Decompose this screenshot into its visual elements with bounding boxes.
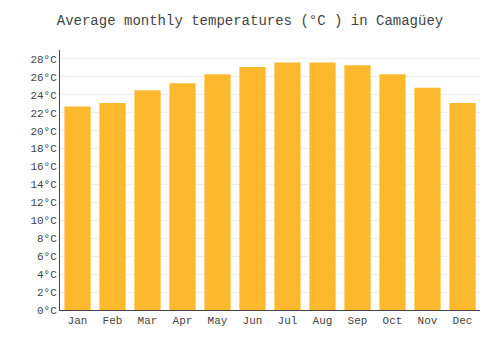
svg-text:18°C: 18°C: [30, 143, 57, 155]
svg-text:10°C: 10°C: [30, 215, 57, 227]
svg-text:6°C: 6°C: [37, 251, 57, 263]
svg-text:14°C: 14°C: [30, 179, 57, 191]
svg-text:24°C: 24°C: [30, 90, 57, 102]
svg-text:Jun: Jun: [243, 315, 263, 327]
svg-text:Jul: Jul: [278, 315, 298, 327]
svg-text:Dec: Dec: [453, 315, 473, 327]
svg-text:Sep: Sep: [348, 315, 368, 327]
svg-text:26°C: 26°C: [30, 72, 57, 84]
svg-text:4°C: 4°C: [37, 269, 57, 281]
svg-text:0°C: 0°C: [37, 305, 57, 317]
svg-text:Oct: Oct: [383, 315, 403, 327]
svg-text:Apr: Apr: [173, 315, 193, 327]
svg-text:Mar: Mar: [138, 315, 158, 327]
svg-text:Average monthly temperatures (: Average monthly temperatures (°C ) in Ca…: [57, 13, 443, 29]
svg-text:Nov: Nov: [418, 315, 438, 327]
svg-text:Jan: Jan: [68, 315, 88, 327]
svg-text:2°C: 2°C: [37, 287, 57, 299]
svg-text:20°C: 20°C: [30, 126, 57, 138]
svg-text:Aug: Aug: [313, 315, 333, 327]
svg-text:8°C: 8°C: [37, 233, 57, 245]
svg-text:28°C: 28°C: [30, 54, 57, 66]
svg-text:16°C: 16°C: [30, 161, 57, 173]
svg-text:May: May: [208, 315, 228, 327]
svg-text:22°C: 22°C: [30, 108, 57, 120]
svg-text:Feb: Feb: [103, 315, 123, 327]
svg-text:12°C: 12°C: [30, 197, 57, 209]
